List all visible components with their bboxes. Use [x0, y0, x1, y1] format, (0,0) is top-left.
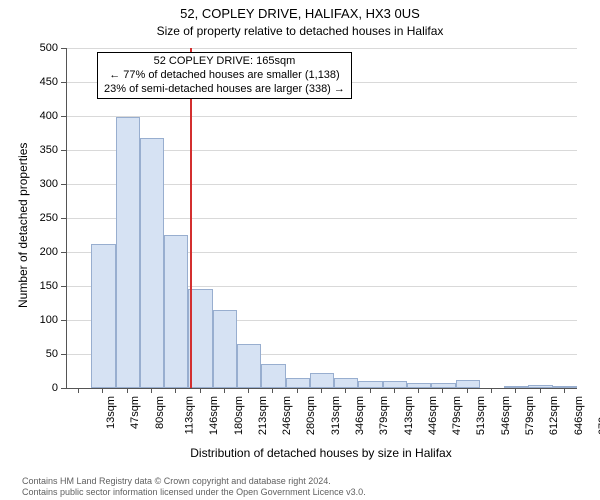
- x-tick-label: 213sqm: [257, 396, 269, 435]
- x-tick-mark: [224, 388, 225, 393]
- y-tick-label: 500: [0, 42, 58, 54]
- x-tick-mark: [540, 388, 541, 393]
- plot-area: 52 COPLEY DRIVE: 165sqm← 77% of detached…: [66, 48, 577, 389]
- x-tick-mark: [564, 388, 565, 393]
- histogram-bar: [334, 378, 358, 388]
- histogram-bar: [116, 117, 140, 388]
- y-tick-label: 450: [0, 76, 58, 88]
- footer-line: Contains public sector information licen…: [22, 487, 366, 498]
- histogram-bar: [431, 383, 455, 388]
- histogram-bar: [553, 386, 577, 388]
- histogram-bar: [528, 385, 552, 388]
- y-tick-mark: [61, 286, 66, 287]
- x-tick-mark: [491, 388, 492, 393]
- x-tick-label: 113sqm: [183, 396, 195, 434]
- histogram-bar: [358, 381, 382, 388]
- y-tick-mark: [61, 252, 66, 253]
- y-tick-label: 50: [0, 348, 58, 360]
- annotation-box: 52 COPLEY DRIVE: 165sqm← 77% of detached…: [97, 52, 352, 99]
- y-gridline: [67, 116, 577, 117]
- y-tick-mark: [61, 82, 66, 83]
- histogram-bar: [237, 344, 261, 388]
- x-tick-label: 379sqm: [378, 396, 390, 435]
- y-tick-mark: [61, 354, 66, 355]
- x-tick-label: 612sqm: [548, 396, 560, 435]
- x-tick-mark: [151, 388, 152, 393]
- y-axis-label: Number of detached properties: [16, 143, 30, 308]
- footer-line: Contains HM Land Registry data © Crown c…: [22, 476, 366, 487]
- y-tick-label: 400: [0, 110, 58, 122]
- chart-title-main: 52, COPLEY DRIVE, HALIFAX, HX3 0US: [0, 6, 600, 21]
- chart-title-sub: Size of property relative to detached ho…: [0, 24, 600, 38]
- x-tick-label: 80sqm: [154, 396, 166, 429]
- y-tick-mark: [61, 48, 66, 49]
- annotation-line: 52 COPLEY DRIVE: 165sqm: [104, 55, 345, 69]
- y-tick-mark: [61, 184, 66, 185]
- x-tick-mark: [102, 388, 103, 393]
- x-tick-mark: [127, 388, 128, 393]
- histogram-bar: [140, 138, 164, 388]
- y-tick-mark: [61, 388, 66, 389]
- x-tick-label: 313sqm: [330, 396, 342, 435]
- histogram-bar: [504, 386, 528, 388]
- y-gridline: [67, 48, 577, 49]
- x-tick-mark: [418, 388, 419, 393]
- histogram-bar: [407, 383, 431, 388]
- histogram-bar: [91, 244, 115, 388]
- x-tick-label: 146sqm: [208, 396, 220, 435]
- x-tick-mark: [321, 388, 322, 393]
- x-tick-label: 47sqm: [129, 396, 141, 429]
- x-tick-mark: [442, 388, 443, 393]
- x-tick-mark: [175, 388, 176, 393]
- histogram-bar: [286, 378, 310, 388]
- x-tick-mark: [297, 388, 298, 393]
- x-tick-mark: [272, 388, 273, 393]
- x-tick-label: 513sqm: [476, 396, 488, 435]
- histogram-bar: [310, 373, 334, 388]
- histogram-bar: [213, 310, 237, 388]
- x-tick-mark: [248, 388, 249, 393]
- x-tick-mark: [78, 388, 79, 393]
- x-tick-mark: [515, 388, 516, 393]
- y-tick-mark: [61, 150, 66, 151]
- x-tick-label: 579sqm: [524, 396, 536, 435]
- x-tick-label: 546sqm: [500, 396, 512, 435]
- y-tick-label: 100: [0, 314, 58, 326]
- x-tick-label: 280sqm: [306, 396, 318, 435]
- x-tick-label: 446sqm: [427, 396, 439, 435]
- histogram-bar: [383, 381, 407, 388]
- annotation-line: 23% of semi-detached houses are larger (…: [104, 83, 345, 97]
- x-tick-label: 413sqm: [403, 396, 415, 435]
- y-tick-mark: [61, 116, 66, 117]
- x-tick-mark: [467, 388, 468, 393]
- histogram-bar: [164, 235, 188, 388]
- x-tick-mark: [370, 388, 371, 393]
- x-tick-label: 246sqm: [281, 396, 293, 435]
- x-tick-label: 180sqm: [233, 396, 245, 435]
- x-tick-mark: [345, 388, 346, 393]
- x-tick-label: 346sqm: [354, 396, 366, 435]
- y-tick-mark: [61, 218, 66, 219]
- x-tick-mark: [394, 388, 395, 393]
- annotation-line: ← 77% of detached houses are smaller (1,…: [104, 69, 345, 83]
- y-tick-label: 0: [0, 382, 58, 394]
- x-tick-label: 479sqm: [451, 396, 463, 435]
- histogram-bar: [261, 364, 285, 388]
- footer: Contains HM Land Registry data © Crown c…: [22, 476, 366, 498]
- histogram-bar: [456, 380, 480, 388]
- x-tick-mark: [200, 388, 201, 393]
- x-axis-label: Distribution of detached houses by size …: [66, 446, 576, 460]
- x-tick-label: 13sqm: [105, 396, 117, 429]
- x-tick-label: 646sqm: [573, 396, 585, 435]
- histogram-bar: [188, 289, 212, 388]
- y-tick-mark: [61, 320, 66, 321]
